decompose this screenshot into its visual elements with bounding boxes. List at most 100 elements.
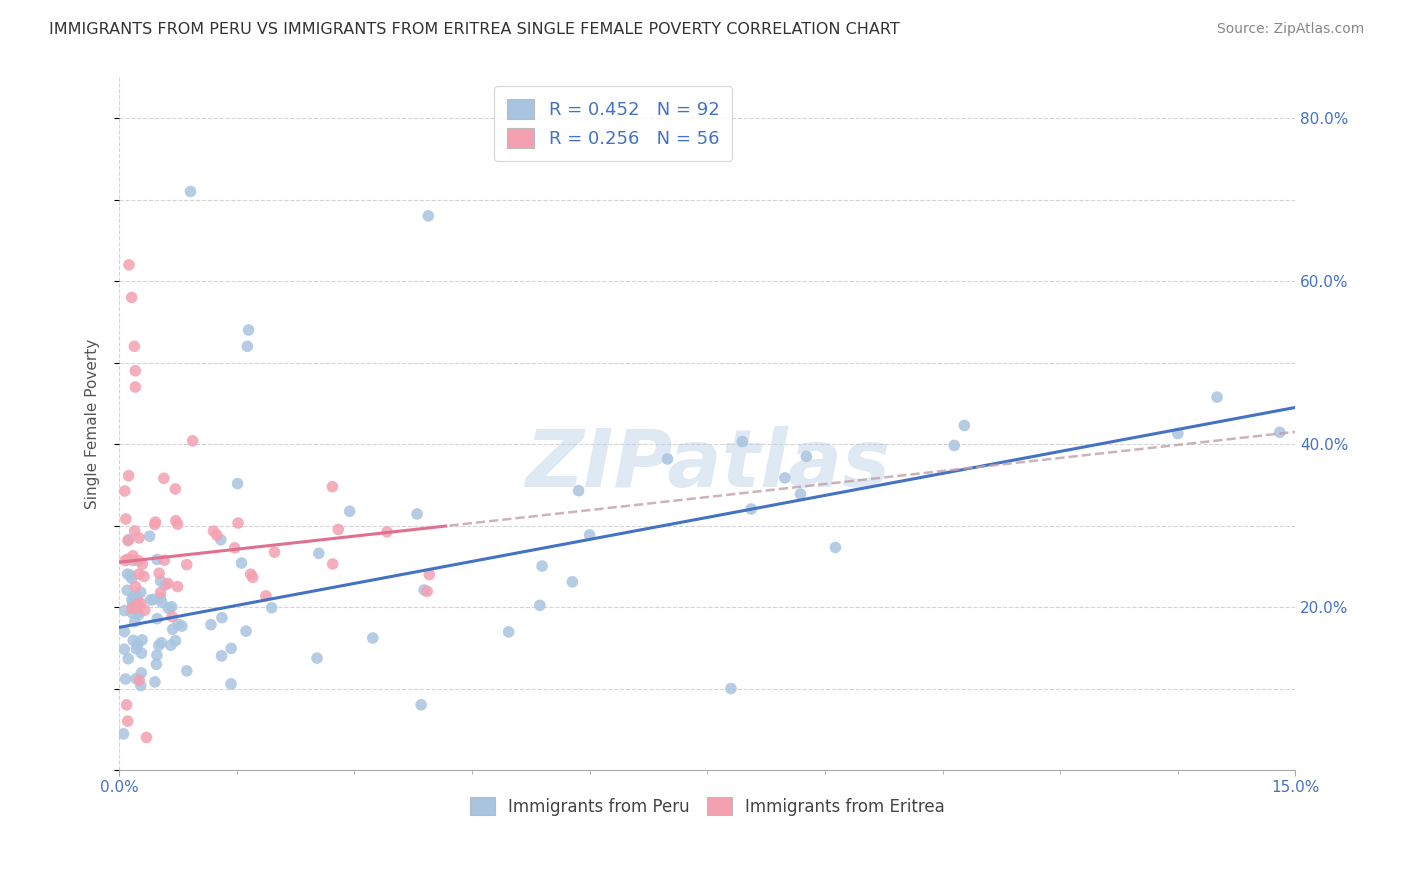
Point [153,471,176,485]
Point [117,468,139,483]
Point [205,528,228,542]
Point [561,574,583,589]
Point [159,638,181,652]
Point [263,545,285,559]
Point [236,339,259,353]
Point [120,568,142,582]
Point [128,607,150,622]
Point [219,677,242,691]
Point [150,636,173,650]
Point [121,571,143,585]
Point [117,652,139,666]
Point [720,681,742,696]
Point [339,504,361,518]
Point [211,648,233,663]
Point [127,554,149,568]
Point [122,633,145,648]
Point [153,578,176,592]
Point [127,590,149,604]
Point [127,606,149,620]
Point [406,507,429,521]
Point [165,514,187,528]
Y-axis label: Single Female Poverty: Single Female Poverty [86,339,100,508]
Point [166,517,188,532]
Point [328,523,350,537]
Point [117,533,139,547]
Point [121,598,143,612]
Point [128,567,150,582]
Point [239,567,262,582]
Point [122,549,145,563]
Point [114,553,136,567]
Point [149,585,172,599]
Point [170,619,193,633]
Point [114,603,136,617]
Point [112,624,135,639]
Point [132,569,155,583]
Point [226,516,249,530]
Point [149,574,172,588]
Point [153,553,176,567]
Point [156,576,179,591]
Point [176,664,198,678]
Point [740,502,762,516]
Point [121,290,143,304]
Point [531,559,554,574]
Point [148,638,170,652]
Point [138,529,160,543]
Point [162,622,184,636]
Point [128,673,150,688]
Point [146,612,169,626]
Point [238,323,260,337]
Point [121,553,143,567]
Point [418,209,440,223]
Point [165,482,187,496]
Point [121,606,143,620]
Point [235,624,257,639]
Point [224,541,246,555]
Point [160,599,183,614]
Point [117,552,139,566]
Point [139,593,162,607]
Point [127,597,149,611]
Point [731,434,754,449]
Point [150,595,173,609]
Point [135,731,157,745]
Point [416,584,439,599]
Point [943,438,966,452]
Point [125,641,148,656]
Point [143,517,166,532]
Text: IMMIGRANTS FROM PERU VS IMMIGRANTS FROM ERITREA SINGLE FEMALE POVERTY CORRELATIO: IMMIGRANTS FROM PERU VS IMMIGRANTS FROM … [49,22,900,37]
Point [117,567,139,582]
Point [181,434,204,448]
Point [375,524,398,539]
Point [242,570,264,584]
Point [112,642,135,657]
Point [148,566,170,581]
Point [498,624,520,639]
Point [953,418,976,433]
Point [219,641,242,656]
Point [308,546,330,560]
Point [129,596,152,610]
Point [125,600,148,615]
Point [418,567,440,582]
Point [118,258,141,272]
Point [145,657,167,672]
Point [149,591,172,605]
Point [117,714,139,728]
Text: ZIPatlas: ZIPatlas [524,426,890,504]
Point [231,556,253,570]
Point [121,601,143,615]
Point [146,552,169,566]
Point [260,600,283,615]
Point [773,471,796,485]
Point [796,450,818,464]
Point [254,589,277,603]
Point [226,476,249,491]
Point [124,339,146,353]
Point [128,531,150,545]
Point [112,727,135,741]
Point [122,590,145,604]
Point [321,480,343,494]
